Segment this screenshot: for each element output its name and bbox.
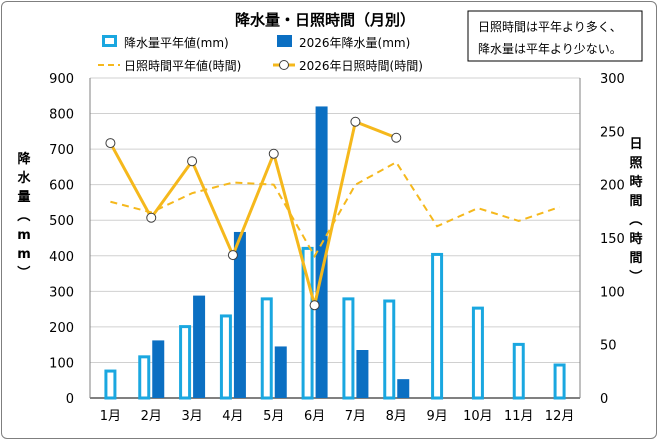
- bar-2026: [315, 106, 328, 398]
- legend-swatch-normal-precip: [102, 35, 117, 47]
- axis-title-char: 時: [629, 231, 642, 247]
- bar-normal: [260, 297, 273, 400]
- bar-2026: [356, 350, 369, 398]
- bar-normal: [471, 306, 484, 400]
- axis-title-char: ）: [627, 269, 643, 282]
- bar-normal: [219, 314, 232, 400]
- legend-swatch-2026-sunshine-marker: [279, 60, 289, 70]
- x-tick-label: 11月: [504, 409, 534, 424]
- x-tick-label: 3月: [181, 409, 202, 424]
- bar-2026: [274, 346, 287, 398]
- axis-title-char: 照: [629, 156, 642, 171]
- axis-title-char: m: [17, 228, 31, 243]
- left-tick-label: 500: [49, 214, 74, 229]
- line-sunshine-2026: [109, 119, 397, 306]
- left-tick-label: 100: [49, 356, 74, 371]
- bar-normal: [553, 363, 566, 400]
- axis-title-char: 時: [629, 174, 642, 190]
- left-tick-label: 600: [49, 179, 74, 194]
- bar-normal: [342, 297, 355, 400]
- x-tick-label: 1月: [100, 409, 121, 424]
- axis-title-char: 水: [17, 170, 31, 186]
- x-tick-label: 2月: [141, 409, 162, 424]
- bar-2026: [193, 295, 206, 398]
- bars: [104, 106, 566, 400]
- right-tick-label: 250: [600, 125, 625, 140]
- sunshine-2026-marker: [350, 116, 361, 127]
- axis-title-char: 間: [629, 194, 642, 209]
- x-tick-label: 7月: [345, 409, 366, 424]
- left-tick-label: 700: [49, 143, 74, 158]
- axis-title-char: （: [627, 212, 643, 225]
- left-tick-label: 900: [49, 72, 74, 87]
- axis-title-char: 間: [629, 251, 642, 266]
- bar-2026: [233, 231, 246, 398]
- axis-title-char: ）: [15, 265, 31, 278]
- left-tick-label: 0: [66, 392, 74, 407]
- note-line-1: 日照時間は平年より多く、: [478, 20, 622, 34]
- axis-title-char: 日: [629, 137, 642, 152]
- right-axis-title: 日照時間（時間）: [627, 137, 643, 283]
- chart-title: 降水量・日照時間（月別）: [235, 11, 415, 29]
- axis-title-char: 量: [17, 190, 30, 205]
- axis-title-char: m: [17, 247, 31, 262]
- bar-normal: [301, 246, 314, 400]
- x-tick-label: 4月: [222, 409, 243, 424]
- sunshine-2026-marker: [309, 300, 320, 311]
- right-tick-label: 300: [600, 72, 625, 87]
- x-tick-label: 9月: [426, 409, 447, 424]
- bar-normal: [383, 299, 396, 400]
- bar-normal: [431, 252, 444, 400]
- bar-normal: [104, 369, 117, 400]
- note-box: 日照時間は平年より多く、 降水量は平年より少ない。: [467, 10, 643, 62]
- right-tick-label: 150: [600, 232, 625, 247]
- bar-2026: [397, 379, 410, 398]
- sunshine-2026-marker: [391, 132, 402, 143]
- x-tick-label: 12月: [545, 409, 575, 424]
- left-tick-label: 800: [49, 108, 74, 123]
- right-axis-ticks: 0 50 100 150 200 250 300: [600, 72, 625, 407]
- sunshine-2026-marker: [268, 148, 279, 159]
- sunshine-2026-marker: [146, 212, 157, 223]
- bar-2026: [152, 340, 165, 398]
- legend-label: 2026年降水量(mm): [299, 36, 410, 50]
- right-tick-label: 50: [600, 339, 617, 354]
- line-sunshine-normal: [110, 160, 560, 259]
- bar-normal: [512, 342, 525, 400]
- legend-label: 日照時間平年値(時間): [124, 58, 241, 73]
- left-tick-label: 200: [49, 321, 74, 336]
- gridlines: [89, 77, 581, 399]
- x-tick-label: 6月: [304, 409, 325, 424]
- axis-titles: 降水量（mm）日照時間（時間）: [15, 137, 643, 283]
- sunshine-2026-marker: [187, 156, 198, 167]
- left-axis-ticks: 0 100 200 300 400 500 600 700 800 900: [49, 72, 74, 407]
- bar-normal: [138, 355, 151, 400]
- axis-title-char: 降: [17, 151, 31, 167]
- right-tick-label: 200: [600, 179, 625, 194]
- legend-swatch-2026-precip: [277, 35, 292, 47]
- sunshine-2026-marker: [105, 138, 116, 149]
- x-tick-label: 10月: [463, 409, 493, 424]
- right-tick-label: 0: [600, 392, 608, 407]
- sunshine-2026-marker: [227, 250, 238, 261]
- x-axis-ticks: 1月 2月 3月 4月 5月 6月 7月 8月 9月 10月 11月 12月: [100, 409, 575, 424]
- axis-title-char: （: [15, 208, 31, 221]
- x-tick-label: 5月: [263, 409, 284, 424]
- lines: [105, 116, 560, 311]
- x-tick-label: 8月: [386, 409, 407, 424]
- left-axis-title: 降水量 （ mm ）: [15, 151, 31, 279]
- legend-label: 降水量平年値(mm): [124, 35, 229, 50]
- legend: 降水量平年値(mm) 2026年降水量(mm) 日照時間平年値(時間) 2026年日照…: [98, 35, 423, 73]
- bar-normal: [179, 325, 192, 400]
- right-tick-label: 100: [600, 285, 625, 300]
- left-tick-label: 400: [49, 250, 74, 265]
- note-line-2: 降水量は平年より少ない。: [478, 42, 622, 56]
- left-tick-label: 300: [49, 285, 74, 300]
- legend-label: 2026年日照時間(時間): [299, 59, 423, 73]
